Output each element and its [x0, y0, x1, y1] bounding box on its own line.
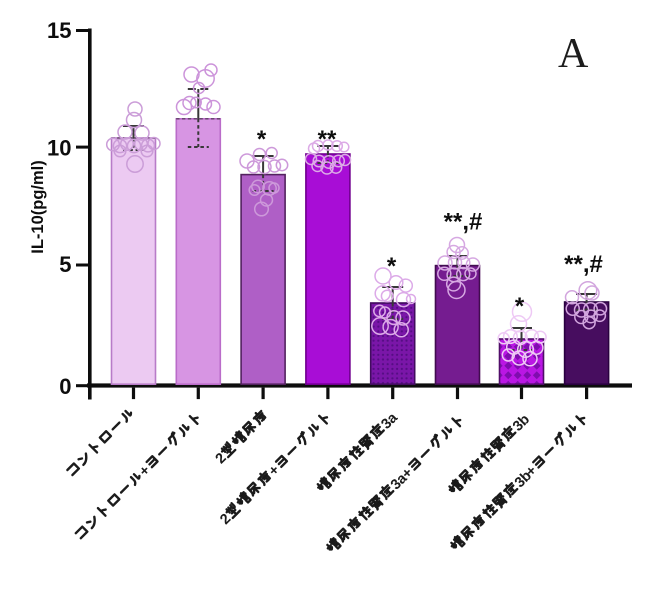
svg-text:A: A — [558, 31, 589, 77]
svg-text:**: ** — [318, 126, 337, 153]
svg-text:15: 15 — [47, 18, 71, 43]
svg-text:*: * — [515, 293, 525, 320]
svg-text:5: 5 — [59, 252, 71, 277]
svg-text:0: 0 — [59, 374, 71, 399]
svg-text:*: * — [257, 126, 267, 153]
svg-text:**,#: **,# — [564, 251, 603, 278]
svg-text:*: * — [387, 253, 397, 280]
svg-text:**,#: **,# — [444, 209, 483, 236]
svg-text:10: 10 — [47, 135, 71, 160]
svg-text:IL-10(pg/ml): IL-10(pg/ml) — [29, 160, 47, 254]
